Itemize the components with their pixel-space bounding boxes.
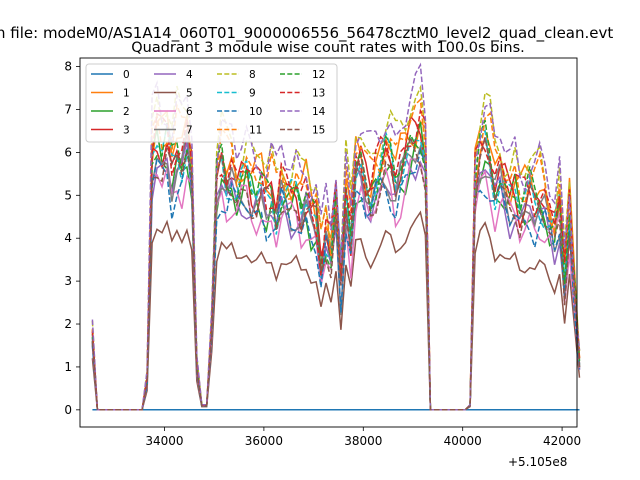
plot-frame — [79, 57, 578, 428]
y-tick-label: 6 — [64, 145, 72, 159]
legend-label-10: 10 — [249, 106, 262, 118]
x-tick-label: 36000 — [245, 434, 283, 448]
x-tick-label: 34000 — [145, 434, 183, 448]
legend-label-15: 15 — [312, 125, 325, 137]
y-tick-label: 3 — [64, 274, 72, 288]
legend-label-6: 6 — [186, 106, 193, 118]
legend-label-4: 4 — [186, 69, 193, 81]
y-tick-label: 1 — [64, 360, 72, 374]
legend-label-2: 2 — [123, 106, 130, 118]
y-tick-label: 8 — [64, 60, 72, 74]
legend-label-14: 14 — [312, 106, 326, 118]
legend-label-13: 13 — [312, 88, 325, 100]
legend-box — [85, 63, 338, 143]
y-tick-label: 4 — [64, 231, 72, 245]
chart-suptitle: n file: modeM0/AS1A14_060T01_9000006556_… — [0, 24, 613, 43]
x-offset-label: +5.105e8 — [508, 455, 567, 469]
series-line-15 — [91, 135, 581, 411]
x-tick-label: 38000 — [344, 434, 382, 448]
legend-label-11: 11 — [249, 125, 262, 137]
x-tick-label: 42000 — [543, 434, 581, 448]
legend-label-5: 5 — [186, 88, 193, 100]
legend-label-7: 7 — [186, 125, 193, 137]
legend-label-9: 9 — [249, 88, 256, 100]
y-tick-label: 7 — [64, 102, 72, 116]
y-tick-label: 0 — [64, 403, 72, 417]
legend-label-12: 12 — [312, 69, 325, 81]
series-line-12 — [91, 119, 581, 411]
chart-title: Quadrant 3 module wise count rates with … — [131, 40, 525, 56]
y-tick-label: 2 — [64, 317, 72, 331]
x-tick-label: 40000 — [444, 434, 482, 448]
legend-label-1: 1 — [123, 88, 130, 100]
y-tick-label: 5 — [64, 188, 72, 202]
series-line-8 — [91, 84, 581, 411]
series-line-13 — [91, 108, 581, 411]
legend-label-3: 3 — [123, 125, 130, 137]
series-line-5 — [91, 210, 581, 411]
series-line-11 — [91, 97, 581, 411]
legend-label-0: 0 — [123, 69, 130, 81]
legend-label-8: 8 — [249, 69, 256, 81]
series-line-2 — [91, 121, 581, 411]
